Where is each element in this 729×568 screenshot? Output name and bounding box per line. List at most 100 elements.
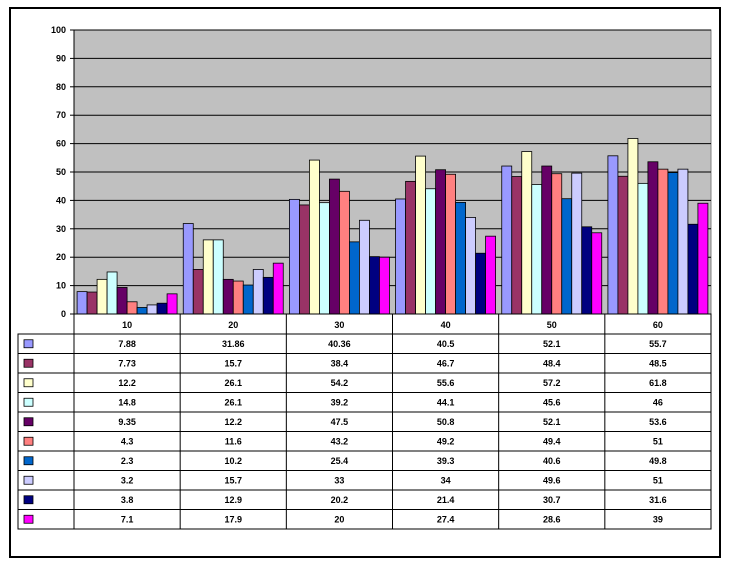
data-value: 52.1 [543, 339, 561, 349]
data-value: 51 [653, 475, 663, 485]
data-value: 47.5 [331, 417, 349, 427]
bar [116, 287, 128, 315]
bar [136, 307, 148, 315]
data-value: 34 [441, 475, 451, 485]
y-tick-label: 80 [56, 82, 66, 92]
bar [435, 169, 446, 315]
data-value: 17.9 [224, 514, 242, 524]
y-tick-label: 40 [56, 195, 66, 205]
bar [475, 252, 486, 315]
bar [657, 168, 669, 315]
bar [667, 172, 679, 315]
legend-key [23, 475, 34, 485]
bar [511, 176, 523, 315]
y-tick-label: 60 [56, 139, 66, 149]
data-value: 12.9 [224, 495, 242, 505]
data-value: 49.6 [543, 475, 561, 485]
bar [379, 256, 390, 315]
bar [551, 173, 563, 315]
data-value: 39 [653, 514, 663, 524]
data-value: 52.1 [543, 417, 561, 427]
bar [405, 180, 416, 315]
bar [339, 190, 350, 315]
data-value: 10.2 [224, 456, 242, 466]
data-value: 15.7 [224, 475, 242, 485]
data-value: 46 [653, 397, 663, 407]
bar [272, 262, 284, 315]
bar [96, 278, 108, 315]
data-value: 61.8 [649, 378, 667, 388]
data-value: 7.73 [118, 358, 136, 368]
bar [521, 151, 533, 315]
legend-key [23, 397, 34, 407]
data-value: 21.4 [437, 495, 455, 505]
data-value: 7.1 [121, 514, 134, 524]
bar [289, 198, 300, 315]
bar [591, 232, 603, 315]
legend-key [23, 495, 34, 505]
data-value: 40.6 [543, 456, 561, 466]
bar [531, 184, 543, 315]
bar [212, 239, 224, 315]
data-value: 12.2 [224, 417, 242, 427]
data-value: 30.7 [543, 495, 561, 505]
bar [415, 155, 426, 315]
data-value: 3.8 [121, 495, 134, 505]
data-value: 53.6 [649, 417, 667, 427]
y-tick-label: 20 [56, 252, 66, 262]
data-value: 55.7 [649, 339, 667, 349]
data-value: 40.5 [437, 339, 455, 349]
bar [146, 304, 158, 315]
bar [687, 223, 699, 315]
bar [166, 293, 178, 315]
bar [465, 217, 476, 315]
bar [192, 269, 204, 315]
data-value: 14.8 [118, 397, 136, 407]
bar [252, 269, 264, 315]
legend-key [23, 358, 34, 368]
data-value: 48.5 [649, 358, 667, 368]
bar [607, 155, 619, 315]
bar [309, 159, 320, 315]
bar [541, 165, 553, 315]
data-value: 26.1 [224, 378, 242, 388]
bar [561, 198, 573, 315]
bar [202, 239, 214, 315]
data-value: 39.3 [437, 456, 455, 466]
bar [126, 301, 138, 315]
data-value: 57.2 [543, 378, 561, 388]
data-value: 20.2 [331, 495, 349, 505]
data-value: 44.1 [437, 397, 455, 407]
bar [697, 202, 709, 315]
data-value: 39.2 [331, 397, 349, 407]
bar [349, 241, 360, 315]
y-tick-label: 50 [56, 167, 66, 177]
data-value: 38.4 [331, 358, 349, 368]
bar [485, 235, 496, 315]
bar [455, 201, 466, 315]
data-value: 49.8 [649, 456, 667, 466]
bar [501, 165, 513, 315]
data-value: 15.7 [224, 358, 242, 368]
category-label: 40 [441, 320, 451, 330]
bar [395, 198, 406, 315]
data-value: 2.3 [121, 456, 134, 466]
data-value: 40.36 [328, 339, 351, 349]
category-label: 60 [653, 320, 663, 330]
data-value: 28.6 [543, 514, 561, 524]
bar [425, 188, 436, 315]
bar [86, 291, 98, 315]
bar [76, 291, 88, 315]
bar [617, 175, 629, 315]
data-value: 50.8 [437, 417, 455, 427]
data-value: 11.6 [225, 436, 242, 446]
category-label: 10 [122, 320, 132, 330]
data-value: 54.2 [331, 378, 349, 388]
data-value: 49.2 [437, 436, 455, 446]
y-tick-label: 0 [61, 309, 66, 319]
data-value: 46.7 [437, 358, 455, 368]
category-label: 30 [334, 320, 344, 330]
bar [319, 202, 330, 315]
y-tick-label: 10 [56, 281, 66, 291]
